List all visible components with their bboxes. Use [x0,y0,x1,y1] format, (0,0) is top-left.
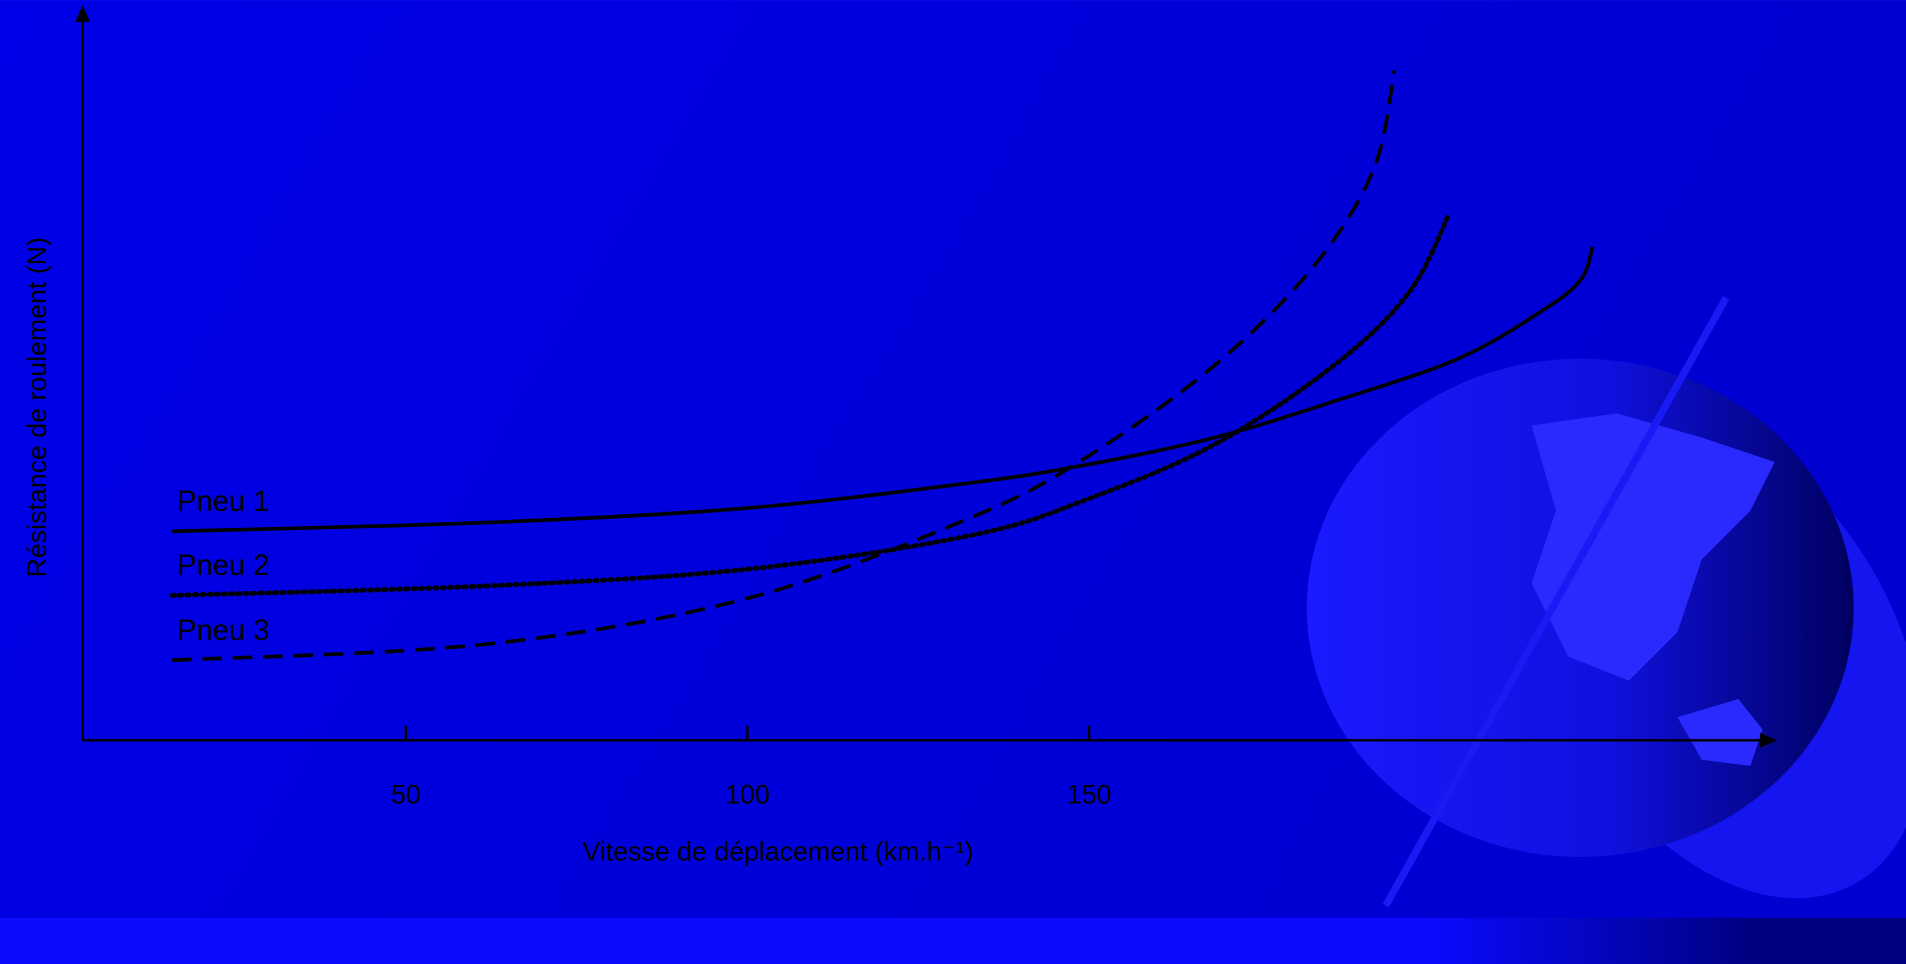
axes [75,4,1778,748]
x-tick-label: 50 [391,779,421,809]
series-label: Pneu 2 [177,550,269,582]
x-axis-label: Vitesse de déplacement (km.h⁻¹) [582,836,973,866]
series-line [172,246,1595,534]
y-axis-label: Résistance de roulement (N) [22,237,52,577]
globe-decoration [1306,296,1906,908]
x-tick-label: 100 [725,779,770,809]
series-label: Pneu 1 [177,486,269,518]
footer-band [0,917,1906,964]
series-label: Pneu 3 [177,615,269,647]
x-tick-label: 150 [1067,779,1112,809]
series-line [172,70,1397,663]
series-line [169,211,1452,598]
